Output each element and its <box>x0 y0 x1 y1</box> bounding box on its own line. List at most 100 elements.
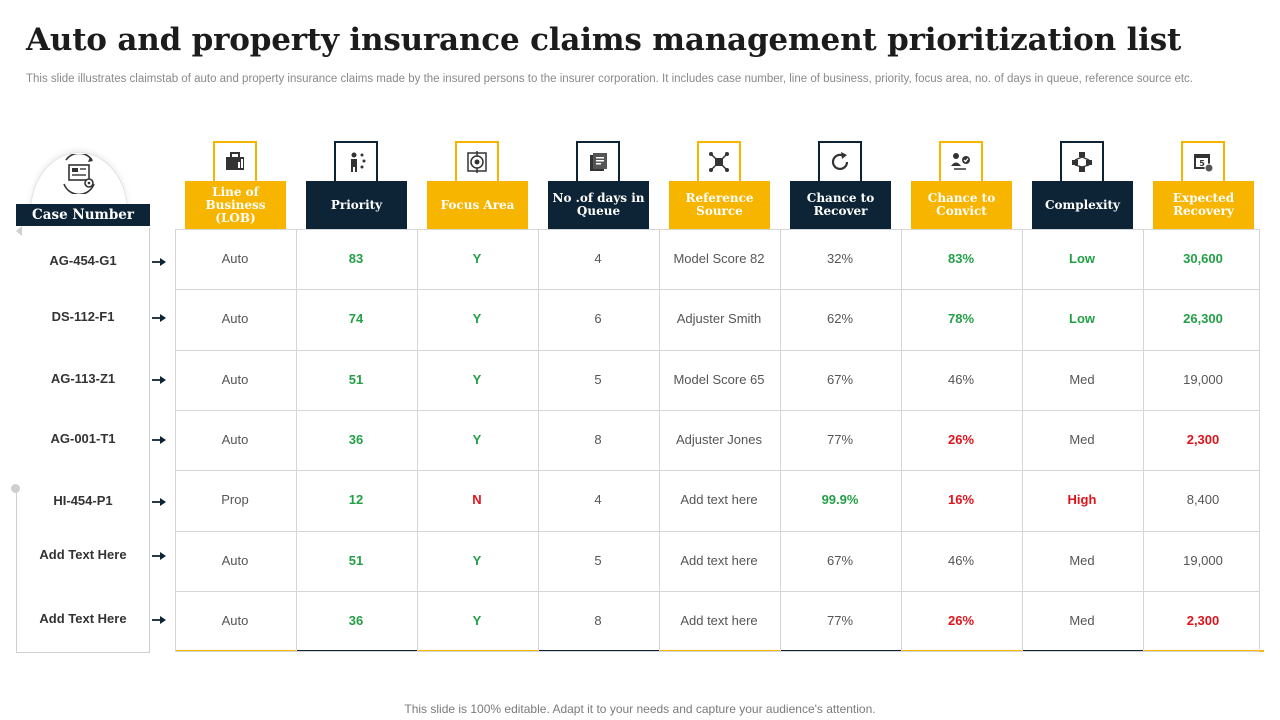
table-cell: 62% <box>826 311 854 326</box>
page-title: Auto and property insurance claims manag… <box>26 22 1182 58</box>
table-cell: High <box>1067 492 1097 507</box>
case-column-line <box>16 490 17 653</box>
table-cell: 77% <box>826 432 854 447</box>
table-cell: 2,300 <box>1186 432 1220 447</box>
column-header: Focus Area <box>427 181 528 229</box>
table-cell: Low <box>1069 311 1095 326</box>
table-cell: Y <box>472 553 482 568</box>
table-cell: Auto <box>221 432 249 447</box>
table-cell: Model Score 65 <box>673 372 765 387</box>
table-cell: Y <box>472 372 482 387</box>
grid-column-line <box>296 229 297 651</box>
arrow-right-icon <box>152 258 166 266</box>
table-cell: Low <box>1069 251 1095 266</box>
grid-column-line <box>1022 229 1023 651</box>
table-cell: 51 <box>348 372 364 387</box>
case-number-header: Case Number <box>16 204 150 226</box>
workflow-document-icon <box>63 154 95 194</box>
grid-row-line <box>175 591 1259 592</box>
table-cell: 12 <box>348 492 364 507</box>
table-cell: 83 <box>348 251 364 266</box>
table-cell: 2,300 <box>1186 613 1220 628</box>
table-cell: 36 <box>348 432 364 447</box>
column-header: Expected Recovery <box>1153 181 1254 229</box>
arrow-right-icon <box>152 436 166 444</box>
case-number-label: Add Text Here <box>39 547 127 562</box>
table-cell: Auto <box>221 613 249 628</box>
table-cell: Med <box>1069 432 1095 447</box>
table-cell: 26% <box>947 432 975 447</box>
table-cell: 46% <box>947 553 975 568</box>
table-cell: 32% <box>826 251 854 266</box>
table-cell: 19,000 <box>1183 372 1223 387</box>
column-icon-box <box>1060 141 1104 183</box>
table-cell: 74 <box>348 311 364 326</box>
grid-row-line <box>175 350 1259 351</box>
grid-row-line <box>175 229 1259 230</box>
column-header: No .of days in Queue <box>548 181 649 229</box>
arrow-right-icon <box>152 498 166 506</box>
recover-refresh-icon <box>831 152 849 171</box>
table-cell: 99.9% <box>821 492 859 507</box>
case-number-label: DS-112-F1 <box>51 309 115 324</box>
table-cell: 16% <box>947 492 975 507</box>
table-cell: Add text here <box>680 613 758 628</box>
grid-row-line <box>175 651 1259 652</box>
grid-row-line <box>175 531 1259 532</box>
case-number-label: HI-454-P1 <box>53 493 113 508</box>
table-cell: 26,300 <box>1183 311 1223 326</box>
table-cell: Prop <box>221 492 249 507</box>
column-icon-box <box>818 141 862 183</box>
grid-column-line <box>780 229 781 651</box>
table-cell: 30,600 <box>1183 251 1223 266</box>
grid-row-line <box>175 289 1259 290</box>
network-source-icon <box>709 152 729 172</box>
table-cell: Auto <box>221 311 249 326</box>
table-cell: 78% <box>947 311 975 326</box>
table-cell: Y <box>472 613 482 628</box>
table-cell: Model Score 82 <box>673 251 765 266</box>
table-cell: Add text here <box>680 492 758 507</box>
table-cell: Med <box>1069 613 1095 628</box>
table-cell: 4 <box>594 251 602 266</box>
calendar-money-icon: 5 <box>1194 154 1214 173</box>
case-number-label: AG-113-Z1 <box>50 371 116 386</box>
column-header: Line of Business (LOB) <box>185 181 286 229</box>
table-cell: 67% <box>826 372 854 387</box>
table-cell: Y <box>472 311 482 326</box>
grid-row-line <box>175 410 1259 411</box>
case-number-label: AG-001-T1 <box>50 431 116 446</box>
case-column-frame <box>16 228 150 653</box>
table-cell: 8 <box>594 432 602 447</box>
table-cell: 5 <box>594 553 602 568</box>
column-icon-box <box>697 141 741 183</box>
table-cell: N <box>472 492 482 507</box>
case-column-dot <box>11 484 20 493</box>
table-cell: Adjuster Jones <box>676 432 762 447</box>
arrow-right-icon <box>152 376 166 384</box>
table-cell: 4 <box>594 492 602 507</box>
table-cell: Med <box>1069 372 1095 387</box>
grid-column-line <box>901 229 902 651</box>
table-cell: Auto <box>221 372 249 387</box>
svg-text:5: 5 <box>1199 159 1205 168</box>
grid-column-line <box>417 229 418 651</box>
case-number-label: Add Text Here <box>39 611 127 626</box>
person-check-icon <box>951 153 970 170</box>
table-cell: 36 <box>348 613 364 628</box>
arrow-right-icon <box>152 314 166 322</box>
table-cell: 46% <box>947 372 975 387</box>
column-icon-box <box>455 141 499 183</box>
column-icon-box <box>576 141 620 183</box>
case-column-pointer <box>16 226 22 236</box>
arrow-right-icon <box>152 616 166 624</box>
grid-column-line <box>1259 229 1260 651</box>
column-header: Complexity <box>1032 181 1133 229</box>
table-cell: Y <box>472 251 482 266</box>
grid-column-line <box>659 229 660 651</box>
table-cell: Adjuster Smith <box>676 311 762 326</box>
table-cell: 83% <box>947 251 975 266</box>
queue-document-icon <box>590 153 607 171</box>
column-icon-box <box>334 141 378 183</box>
table-cell: Auto <box>221 251 249 266</box>
